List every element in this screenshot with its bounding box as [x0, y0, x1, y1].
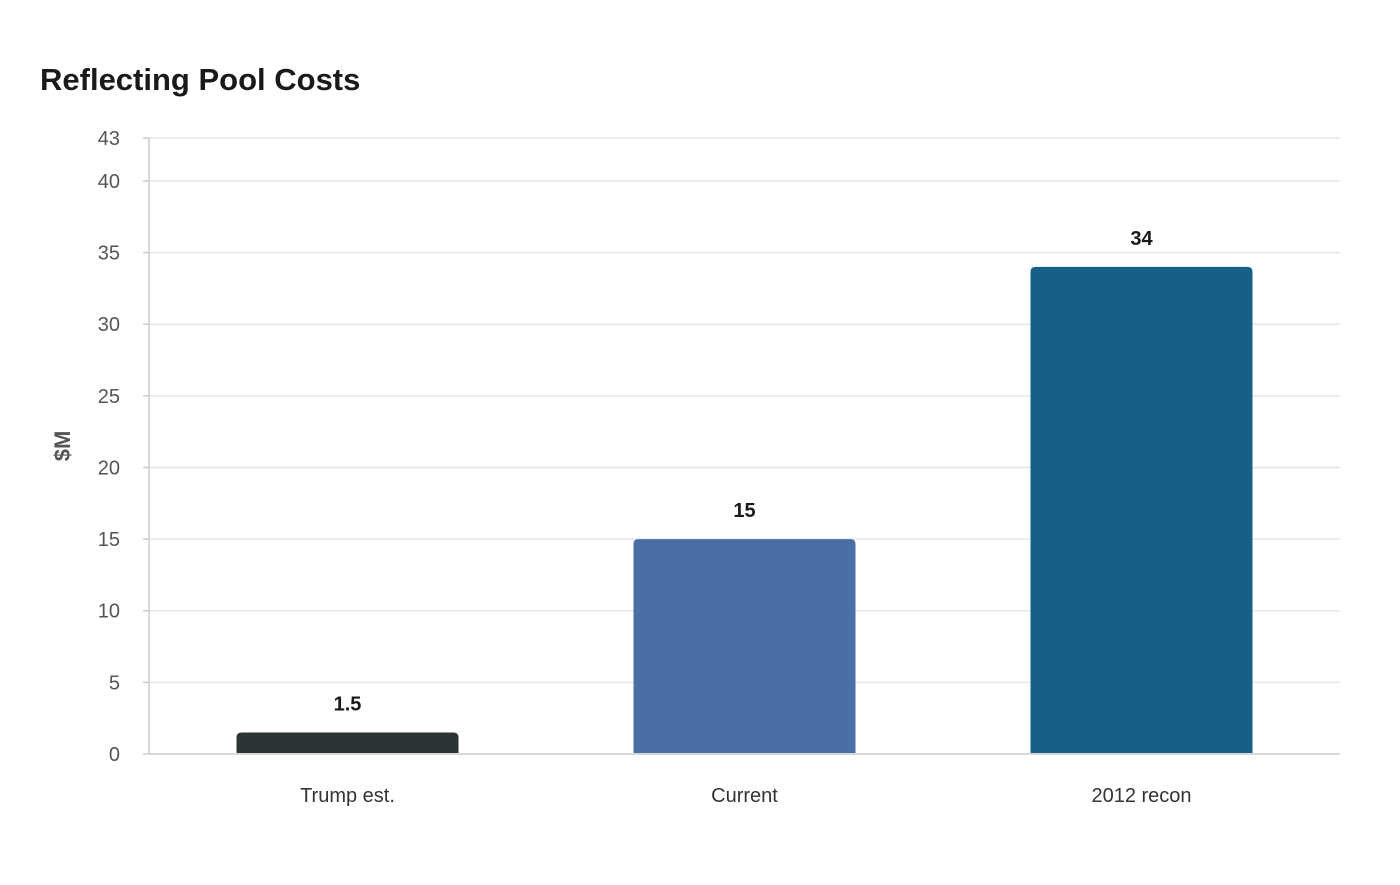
- y-tick-label: 5: [109, 672, 120, 694]
- x-tick-label: Trump est.: [300, 785, 395, 807]
- y-tick-label: 10: [98, 601, 120, 623]
- data-labels: 1.5 15 34: [334, 228, 1154, 716]
- y-tick-label: 35: [98, 243, 120, 265]
- y-tick-label: 0: [109, 744, 120, 766]
- data-label: 34: [1130, 228, 1153, 250]
- data-label: 1.5: [334, 694, 362, 716]
- chart-title: Reflecting Pool Costs: [40, 62, 360, 97]
- bars: [236, 266, 1253, 753]
- bar-trump-est: [236, 732, 459, 753]
- y-tick-label: 43: [98, 128, 120, 150]
- gridlines: [149, 137, 1340, 684]
- data-label: 15: [733, 500, 755, 522]
- y-tick-label: 20: [98, 457, 120, 479]
- x-tick-label: Current: [711, 785, 778, 807]
- bar-2012-recon: [1030, 266, 1253, 753]
- y-tick-label: 15: [98, 529, 120, 551]
- y-axis-title: $M: [50, 431, 75, 462]
- bar-current: [633, 539, 856, 753]
- y-tick-label: 30: [98, 314, 120, 336]
- y-tick-label: 25: [98, 386, 120, 408]
- y-tick-label: 40: [98, 171, 120, 193]
- x-axis-ticks: Trump est. Current 2012 recon: [300, 785, 1191, 807]
- y-axis-ticks: 0 5 10 15 20 25 30 35 40 43: [98, 128, 149, 766]
- x-tick-label: 2012 recon: [1091, 785, 1191, 807]
